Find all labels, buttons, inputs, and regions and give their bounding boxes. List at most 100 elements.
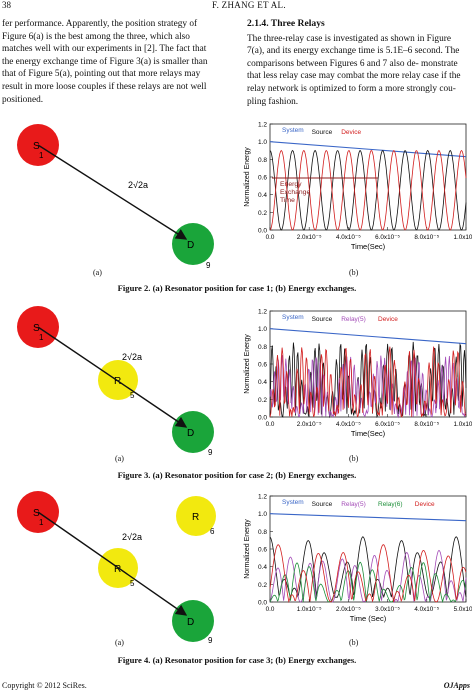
text-line: Figure 6(a) is the best among the three,…	[2, 31, 190, 42]
y-tick-label: 0.2	[258, 397, 267, 404]
x-tick-label: 0.0	[266, 606, 275, 613]
series-line-device	[269, 149, 467, 231]
node-label: D	[187, 240, 194, 251]
relay-node	[176, 496, 216, 536]
node-number: 5	[130, 391, 135, 400]
series-line-system	[269, 328, 467, 345]
text-line: result in more loose couples if these re…	[2, 81, 207, 92]
node-label: D	[187, 617, 194, 628]
series-line-relay5	[269, 355, 467, 419]
text-line: comparisons between Figures 6 and 7 also…	[247, 58, 458, 69]
y-axis-label: Normalized Energy	[244, 147, 251, 207]
relay-node	[98, 360, 138, 400]
legend-entry: System	[282, 127, 304, 134]
copyright: Copyright © 2012 SciRes.	[2, 681, 87, 690]
annotation-text: Exchange	[280, 189, 310, 196]
fig4b-energy-chart: 0.0 0.2 0.4 0.6 0.8 1.0 1.2 0.0 1.0x10⁻⁵ 2.0x10⁻⁵…	[244, 494, 472, 624]
figure-caption: Figure 3. (a) Resonator position for cas…	[117, 470, 357, 480]
text-line: matches well with our experiments in [2]…	[2, 44, 207, 55]
y-tick-label: 0.6	[258, 547, 267, 554]
x-tick-label: 2.0x10⁻⁵	[297, 421, 322, 428]
y-tick-label: 0.8	[258, 157, 267, 164]
x-tick-label: 3.0x10⁻⁵	[375, 606, 400, 613]
text-line: fer performance. Apparently, the positio…	[2, 19, 198, 29]
y-tick-label: 0.8	[258, 344, 267, 351]
fig3b-energy-chart: 0.0 0.2 0.4 0.6 0.8 1.0 1.2 0.0 2.0x10⁻⁵ 4.0x10⁻⁵…	[244, 309, 472, 439]
x-tick-label: 2.0x10⁻⁵	[336, 606, 361, 613]
y-tick-label: 0.0	[258, 415, 267, 422]
legend-entry: Relay(5)	[341, 316, 366, 323]
text-line: that of Figure 5(a), pointing out that m…	[2, 69, 201, 80]
x-tick-label: 6.0x10⁻⁵	[375, 421, 400, 428]
x-tick-label: 2.0x10⁻⁵	[297, 234, 322, 241]
x-axis-label: Time(Sec)	[351, 429, 386, 438]
fig2a-resonator-diagram: S 1 D 9 2√2a	[17, 124, 214, 270]
legend-entry: Relay(5)	[341, 501, 366, 508]
fig3a-resonator-diagram: S 1 R 5 D 9 2√2a	[17, 306, 214, 457]
text-line: The three-relay case is investigated as …	[247, 33, 451, 44]
legend-entry: Device	[341, 129, 361, 136]
subfig-label: (b)	[349, 454, 359, 463]
legend-entry: System	[282, 314, 304, 321]
text-line: 7(a), and its energy exchange time is 5.…	[247, 46, 460, 57]
x-tick-label: 1.0x10⁻⁴	[454, 234, 472, 241]
y-tick-label: 0.0	[258, 228, 267, 235]
subfig-label: (a)	[115, 454, 124, 463]
x-axis-label: Time(Sec)	[351, 242, 386, 251]
series-line-device	[269, 346, 467, 418]
y-tick-label: 1.0	[258, 511, 267, 518]
text-line: pling fashion.	[247, 96, 299, 107]
subfig-label: (a)	[115, 638, 124, 647]
y-tick-label: 1.0	[258, 326, 267, 333]
node-number: 1	[39, 518, 44, 527]
y-tick-label: 0.4	[258, 379, 267, 386]
x-tick-label: 1.0x10⁻⁴	[454, 421, 472, 428]
x-tick-label: 8.0x10⁻⁵	[414, 234, 439, 241]
node-number: 1	[39, 151, 44, 160]
legend-entry: System	[282, 499, 304, 506]
legend-entry: Source	[312, 501, 333, 508]
node-label: S	[33, 323, 40, 334]
y-tick-label: 0.6	[258, 362, 267, 369]
text-line: the energy exchange time of Figure 3(a) …	[2, 56, 208, 67]
x-tick-label: 0.0	[266, 421, 275, 428]
fig2b-energy-chart: 0.0 0.2 0.4 0.6 0.8 1.0 1.2 0.0 2.0x10⁻⁵ 4.0x10⁻⁵…	[244, 122, 472, 252]
node-number: 9	[208, 636, 213, 645]
x-tick-label: 8.0x10⁻⁵	[414, 421, 439, 428]
series-line-system	[269, 513, 467, 522]
right-column-text: 2.1.4. Three Relays The three-relay case…	[247, 18, 472, 108]
journal-name: OJApps	[443, 681, 470, 690]
distance-arrow	[37, 511, 188, 616]
annotation-text: Time	[280, 197, 295, 204]
figure-caption: Figure 2. (a) Resonator position for cas…	[117, 283, 357, 293]
node-number: 5	[130, 579, 135, 588]
distance-arrow	[37, 326, 188, 428]
running-title: F. ZHANG ET AL.	[212, 0, 286, 10]
y-axis-label: Normalized Energy	[244, 334, 251, 394]
series-line-device	[269, 544, 467, 604]
page-number: 38	[2, 0, 11, 10]
text-line: positioned.	[2, 94, 44, 105]
section-heading: 2.1.4. Three Relays	[247, 18, 325, 29]
y-tick-label: 0.4	[258, 564, 267, 571]
series-line-relay6	[269, 561, 467, 604]
page-footer: Copyright © 2012 SciRes. OJApps	[0, 681, 474, 693]
x-tick-label: 4.0x10⁻⁵	[414, 606, 439, 613]
x-axis-label: Time (Sec)	[350, 614, 387, 623]
legend-entry: Device	[415, 501, 435, 508]
subfig-label: (b)	[349, 268, 359, 277]
y-tick-label: 0.0	[258, 600, 267, 607]
series-line-system	[269, 141, 467, 158]
annotation-text: Energy	[280, 181, 302, 188]
node-number: 1	[39, 333, 44, 342]
x-tick-label: 1.0x10⁻⁵	[297, 606, 322, 613]
node-label: R	[114, 564, 121, 575]
x-tick-label: 4.0x10⁻⁵	[336, 234, 361, 241]
x-tick-label: 6.0x10⁻⁵	[375, 234, 400, 241]
node-number: 9	[206, 261, 211, 270]
y-axis-label: Normalized Energy	[244, 519, 251, 579]
node-label: D	[187, 428, 194, 439]
node-label: R	[192, 512, 199, 523]
plot-frame	[269, 495, 467, 603]
legend-entry: Relay(6)	[378, 501, 403, 508]
